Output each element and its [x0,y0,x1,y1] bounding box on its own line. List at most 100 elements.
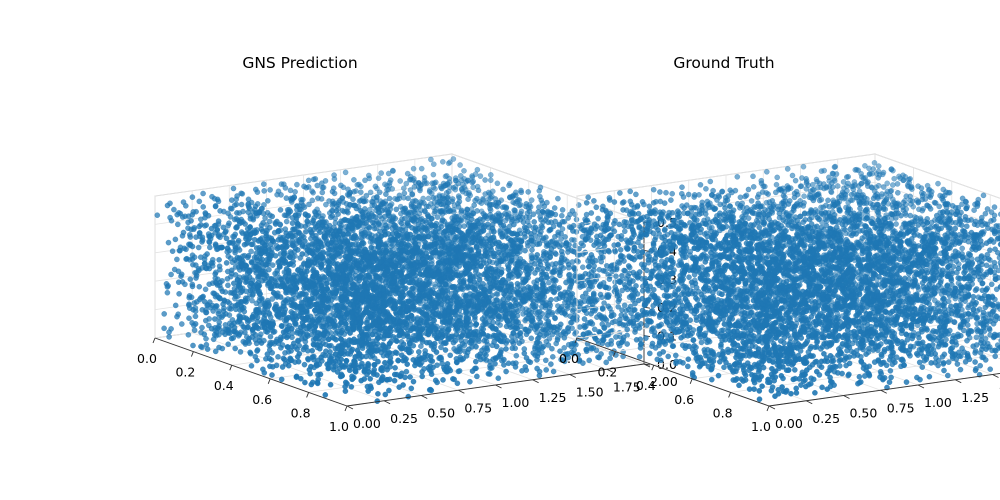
scatter-point [495,239,502,246]
scatter-point [208,260,215,266]
scatter-point [477,173,484,179]
scatter-point [514,231,521,238]
scatter-point [188,217,194,224]
scatter-point [189,211,196,218]
scatter-point [191,327,198,334]
scatter-point [242,329,248,336]
scatter-point [415,349,422,355]
scatter-point [305,184,312,190]
scatter-point [506,289,513,295]
scatter-point [233,224,239,231]
scatter-point [529,255,535,262]
scatter-point [260,219,266,226]
scatter-point [189,256,196,263]
scatter-point [342,169,349,176]
scatter-point [487,201,493,207]
scatter-point [497,349,504,356]
scatter-point [604,262,610,269]
scatter-point [520,259,527,265]
scatter-point [592,257,599,264]
scatter-point [201,331,208,338]
scatter-point [272,221,279,227]
scatter-point [507,271,513,278]
scatter-point [315,195,321,201]
scatter-point [371,202,378,209]
scatter-point [500,222,507,229]
scatter-point [217,208,223,214]
scatter-point [230,185,237,192]
scatter-point [499,234,506,240]
scatter-point [470,178,477,185]
scatter-point [515,308,521,315]
scatter-point [512,296,519,303]
scatter-point [185,331,192,338]
scatter-point [586,263,592,270]
scatter-point [216,323,222,329]
scatter-point [267,187,273,193]
scatter-point [164,289,171,296]
scatter-point [536,372,543,379]
scatter-point [487,322,493,329]
scatter-point [200,293,206,300]
scatter-point [559,212,565,219]
scatter-point [386,179,393,186]
scatter-point [302,223,309,230]
scatter-point [223,260,230,266]
scatter-point [521,350,528,357]
scatter-point [525,189,532,195]
scatter-point [371,225,378,232]
scatter-point [214,196,221,203]
scatter-point [475,187,482,194]
scatter-point [567,291,574,298]
scatter-point [252,203,259,210]
scatter-point [507,194,513,200]
scatter-point [495,375,502,382]
scatter-point [547,286,553,292]
scatter-point [548,219,554,225]
scatter-point [404,170,411,177]
scatter-point [540,280,546,287]
scatter-point [202,210,209,216]
scatter-point [545,212,552,218]
scatter-point [449,198,455,205]
scatter-point [605,341,611,348]
scatter-point [314,182,321,189]
scatter-point [206,233,212,240]
scatter-point [289,220,296,226]
scatter-point [520,219,527,225]
scatter-point [376,189,383,196]
scatter-point [471,202,478,208]
scatter-point [491,229,497,235]
scatter-point [383,191,389,197]
scatter-point [196,230,203,236]
scatter-point [240,208,246,215]
scatter-point [394,196,401,203]
scatter-point [481,271,487,278]
scatter-point [238,201,245,208]
scatter-point [199,237,206,243]
scatter-point [306,201,312,208]
scatter-point [230,280,237,287]
scatter-point [239,257,245,264]
scatter-point [196,223,202,230]
scatter-point [192,321,199,327]
scatter-point [193,275,199,281]
scatter-point [323,201,329,208]
scatter-point [554,337,561,343]
scatter-point [502,300,509,307]
scatter-point [362,177,368,184]
scatter-point [494,180,501,187]
scatter-point [551,282,557,289]
scatter-point [403,180,410,187]
scatter-point [175,279,182,286]
scatter-point [588,345,594,351]
scatter-point [413,280,420,286]
scatter-point [186,301,192,308]
scatter-point [391,221,397,228]
scatter-point [509,257,515,264]
scatter-point [435,225,442,232]
scatter-point [211,316,218,322]
scatter-point [470,210,477,217]
scatter-point [161,325,167,332]
